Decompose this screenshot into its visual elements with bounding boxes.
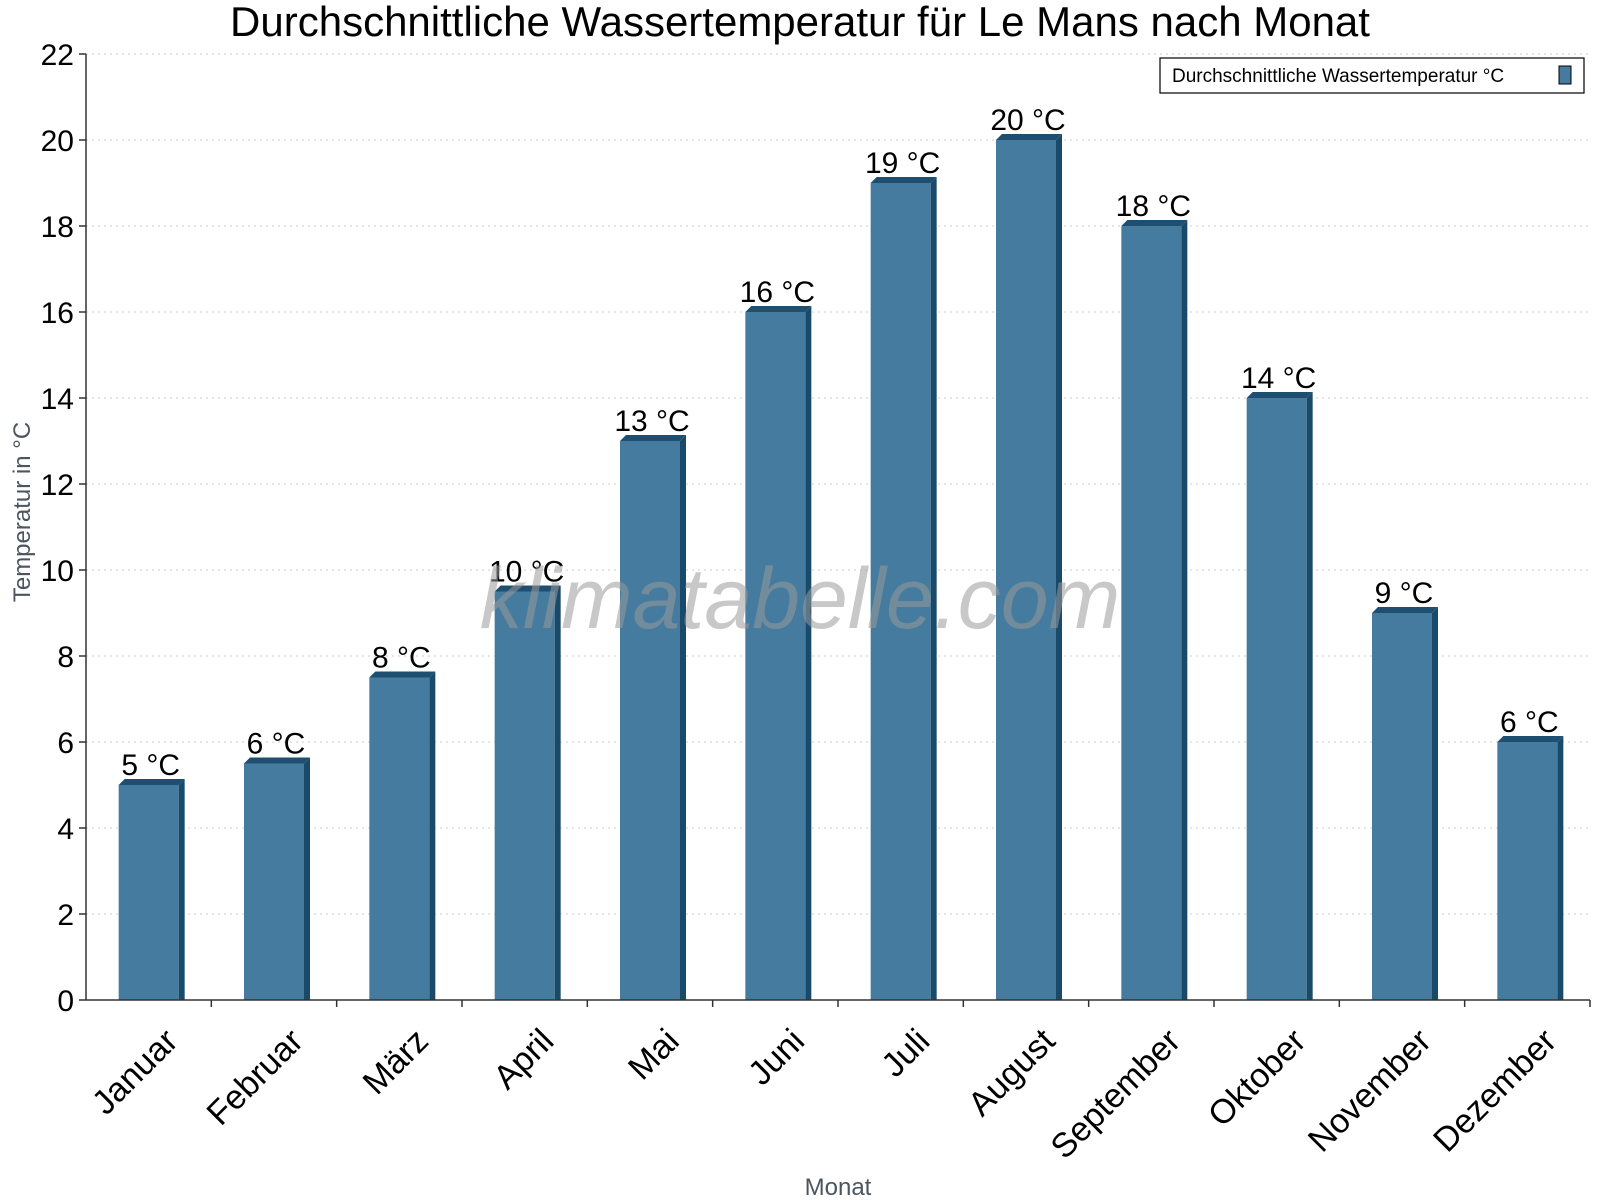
bar-top bbox=[1497, 736, 1564, 742]
y-tick-label: 22 bbox=[41, 39, 74, 72]
bar bbox=[1497, 742, 1558, 1000]
y-tick-label: 8 bbox=[57, 641, 74, 674]
bar-value-label: 13 °C bbox=[614, 405, 689, 438]
bar-side bbox=[680, 435, 686, 1000]
x-tick-label: November bbox=[1301, 1022, 1439, 1160]
bar-value-label: 6 °C bbox=[1500, 706, 1559, 739]
x-axis-title: Monat bbox=[805, 1174, 872, 1200]
x-tick-label: August bbox=[961, 1021, 1063, 1123]
bar-top bbox=[996, 134, 1062, 140]
legend: Durchschnittliche Wassertemperatur °C bbox=[1159, 57, 1585, 94]
y-tick-label: 0 bbox=[57, 985, 74, 1018]
legend-swatch bbox=[1558, 65, 1572, 85]
y-tick-label: 20 bbox=[41, 125, 74, 158]
y-tick-label: 4 bbox=[57, 813, 74, 846]
x-tick-label: April bbox=[486, 1022, 561, 1097]
bar bbox=[494, 591, 555, 1000]
bar bbox=[1246, 398, 1307, 1000]
watermark: klimatabelle.com bbox=[480, 551, 1120, 647]
bar bbox=[118, 785, 179, 1000]
bar-value-label: 18 °C bbox=[1116, 190, 1191, 223]
chart-title: Durchschnittliche Wassertemperatur für L… bbox=[230, 0, 1370, 45]
x-tick-label: Mai bbox=[621, 1022, 687, 1088]
bar bbox=[369, 677, 430, 1000]
bar-side bbox=[1306, 392, 1313, 1000]
bar-value-label: 9 °C bbox=[1375, 577, 1434, 610]
bar-side bbox=[304, 757, 310, 1000]
bar-top bbox=[745, 306, 812, 312]
legend-label: Durchschnittliche Wassertemperatur °C bbox=[1172, 66, 1504, 87]
bar-side bbox=[429, 671, 436, 1000]
bar-value-label: 6 °C bbox=[247, 728, 306, 761]
bar bbox=[620, 441, 680, 1000]
x-tick-label: März bbox=[356, 1022, 436, 1102]
y-tick-label: 16 bbox=[41, 297, 74, 330]
bar-top bbox=[118, 779, 185, 785]
bar bbox=[996, 140, 1056, 1000]
bar-value-label: 14 °C bbox=[1241, 362, 1316, 395]
y-tick-label: 10 bbox=[41, 555, 74, 588]
bar-side bbox=[1432, 607, 1438, 1000]
bar-value-label: 8 °C bbox=[372, 642, 431, 675]
bar-side bbox=[930, 177, 937, 1000]
y-axis-title: Temperatur in °C bbox=[9, 422, 36, 602]
x-tick-label: Juni bbox=[741, 1022, 812, 1093]
bar-top bbox=[494, 585, 561, 592]
data-labels: 5 °C 6 °C 8 °C 10 °C 13 °C 16 °C 19 °C 20 °C 18 … bbox=[121, 104, 1558, 782]
y-tick-label: 18 bbox=[41, 211, 74, 244]
bar-top bbox=[369, 671, 436, 678]
bar-top bbox=[870, 177, 937, 183]
bar-top bbox=[244, 757, 310, 764]
bar bbox=[1372, 613, 1432, 1000]
x-tick-label: September bbox=[1043, 1022, 1187, 1166]
bar-side bbox=[1557, 736, 1564, 1000]
bar-value-label: 16 °C bbox=[740, 276, 815, 309]
bar-value-label: 20 °C bbox=[990, 104, 1065, 137]
bar bbox=[870, 183, 931, 1000]
bar-side bbox=[1056, 134, 1062, 1000]
bar-top bbox=[1246, 392, 1313, 398]
x-tick-label: Februar bbox=[200, 1022, 311, 1133]
bar-top bbox=[1372, 607, 1438, 613]
x-tick-label: Oktober bbox=[1201, 1022, 1313, 1134]
bar-value-label: 19 °C bbox=[865, 147, 940, 180]
x-tick-label: Dezember bbox=[1426, 1022, 1564, 1160]
bars bbox=[118, 134, 1564, 1000]
bar-side bbox=[1181, 220, 1188, 1000]
y-tick-label: 2 bbox=[57, 899, 74, 932]
bar-side bbox=[805, 306, 812, 1000]
y-tick-label: 6 bbox=[57, 727, 74, 760]
x-tick-label: Juli bbox=[874, 1022, 937, 1085]
bar bbox=[1121, 226, 1182, 1000]
legend-box bbox=[1159, 57, 1585, 94]
y-tick-label: 12 bbox=[41, 469, 74, 502]
bar-value-label: 5 °C bbox=[121, 749, 180, 782]
x-tick-label: Januar bbox=[85, 1022, 185, 1122]
bar-top bbox=[1121, 220, 1188, 226]
bar bbox=[244, 763, 304, 1000]
bar bbox=[745, 312, 806, 1000]
bar-top bbox=[620, 435, 686, 441]
bar-side bbox=[554, 585, 561, 1000]
y-tick-label: 14 bbox=[41, 383, 74, 416]
bar-value-label: 10 °C bbox=[489, 556, 564, 589]
grid-lines bbox=[86, 53, 1590, 915]
bar-side bbox=[178, 779, 185, 1000]
